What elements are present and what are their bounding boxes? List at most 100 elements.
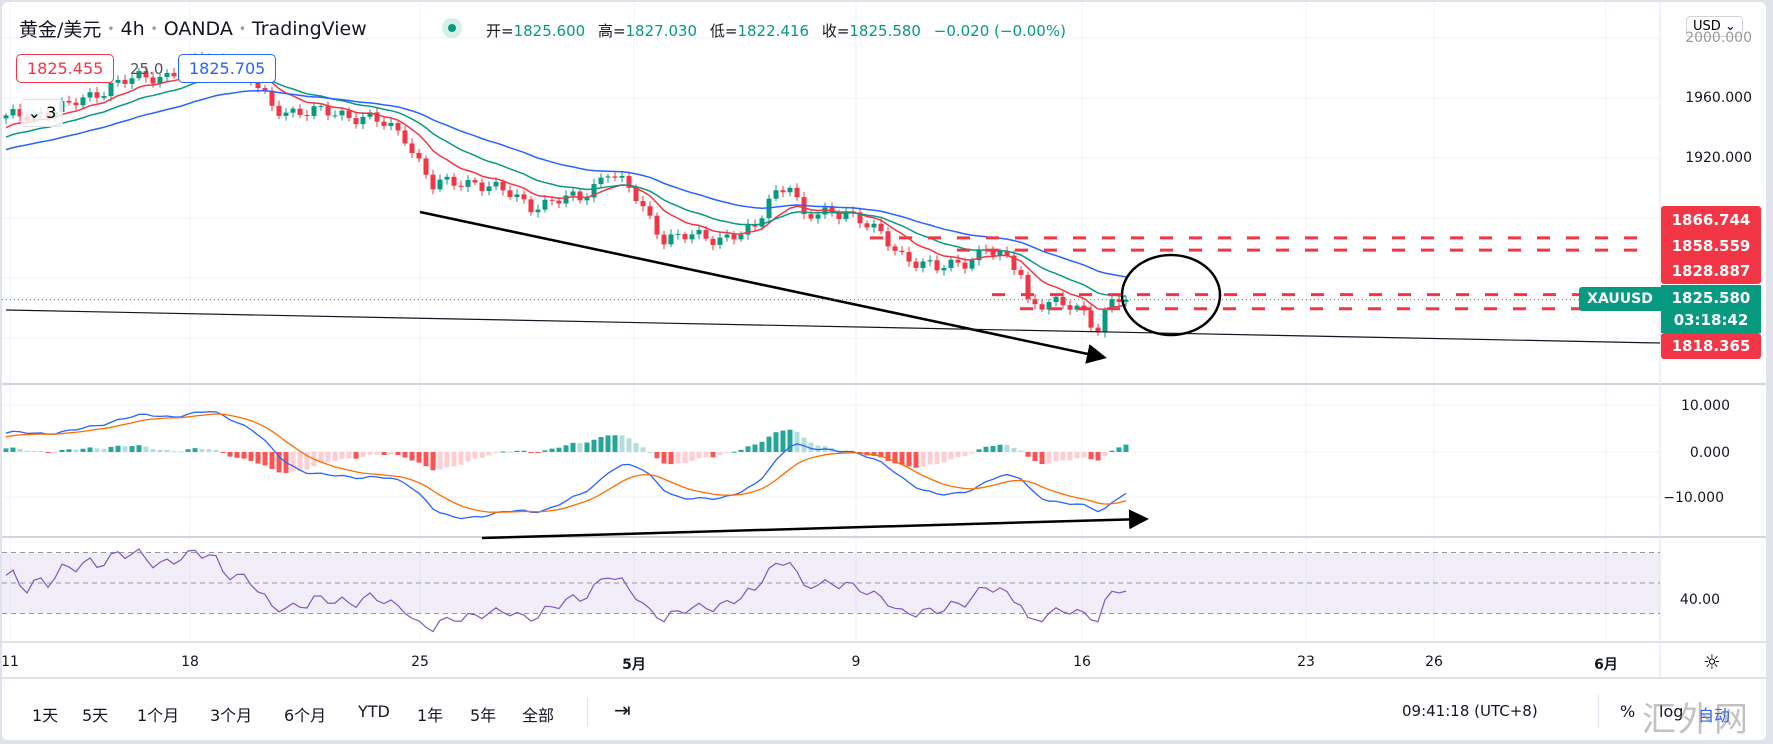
candle-body bbox=[857, 212, 863, 224]
macd-histogram-bar bbox=[1095, 452, 1101, 461]
macd-histogram-bar bbox=[164, 450, 170, 452]
candle bbox=[640, 196, 646, 212]
candle-body bbox=[381, 121, 387, 126]
level-label: 1818.365 bbox=[1661, 333, 1761, 359]
candle bbox=[906, 246, 912, 267]
macd-histogram-bar bbox=[766, 436, 772, 452]
level-label: 1828.887 bbox=[1671, 262, 1751, 280]
macd-histogram-bar bbox=[1109, 450, 1115, 452]
sell-button[interactable]: 1825.455 bbox=[16, 54, 115, 83]
candle-body bbox=[255, 80, 261, 89]
candle-body bbox=[3, 115, 9, 119]
candle-body bbox=[1018, 270, 1024, 275]
candle-body bbox=[311, 106, 317, 116]
candle-body bbox=[423, 158, 429, 175]
candle bbox=[1046, 298, 1052, 315]
candle-body bbox=[598, 177, 604, 185]
go-to-date-icon[interactable]: ⇥ bbox=[614, 698, 631, 722]
candle bbox=[17, 103, 23, 122]
change-value: −0.020 (−0.00%) bbox=[933, 22, 1066, 40]
candle-body bbox=[885, 231, 891, 247]
range-button[interactable]: 1个月 bbox=[137, 706, 180, 725]
macd-histogram-bar bbox=[388, 452, 394, 455]
macd-histogram-bar bbox=[675, 452, 681, 464]
range-button[interactable]: 3个月 bbox=[210, 706, 253, 725]
macd-histogram-bar bbox=[619, 435, 625, 452]
candle-body bbox=[66, 100, 72, 103]
candle-body bbox=[367, 112, 373, 117]
range-button[interactable]: 1年 bbox=[417, 706, 444, 725]
macd-histogram-bar bbox=[479, 452, 485, 458]
macd-tick: 0.000 bbox=[1689, 445, 1730, 461]
macd-histogram-bar bbox=[1011, 447, 1017, 452]
candle-body bbox=[73, 102, 79, 106]
settings-gear-icon[interactable]: ☼ bbox=[1703, 650, 1721, 674]
macd-histogram-bar bbox=[521, 450, 527, 452]
macd-histogram-bar bbox=[115, 445, 121, 452]
candle bbox=[500, 179, 506, 196]
candle bbox=[1032, 294, 1038, 310]
candle bbox=[829, 202, 835, 217]
candle-body bbox=[87, 92, 93, 98]
candle-body bbox=[332, 115, 338, 117]
percent-toggle[interactable]: % bbox=[1620, 702, 1636, 721]
auto-scale-toggle[interactable]: 自动 bbox=[1698, 706, 1731, 725]
candle-body bbox=[164, 72, 170, 77]
macd-histogram-bar bbox=[955, 452, 961, 457]
candle-body bbox=[479, 182, 485, 192]
macd-histogram-bar bbox=[745, 446, 751, 452]
macd-histogram-bar bbox=[297, 452, 303, 472]
candle bbox=[773, 185, 779, 202]
collapse-indicators-button[interactable]: ⌄ 3 bbox=[21, 99, 63, 127]
macd-histogram-bar bbox=[241, 452, 247, 459]
range-button[interactable]: 全部 bbox=[522, 706, 555, 725]
macd-histogram-bar bbox=[920, 452, 926, 467]
currency-button[interactable]: USD ⌄ bbox=[1686, 16, 1743, 37]
candle bbox=[899, 246, 905, 256]
range-button[interactable]: 5年 bbox=[470, 706, 497, 725]
macd-histogram-bar bbox=[423, 452, 429, 467]
range-button[interactable]: YTD bbox=[358, 702, 390, 721]
candle bbox=[360, 111, 366, 130]
candle-body bbox=[612, 176, 618, 178]
candle bbox=[10, 104, 16, 119]
low-value: 1822.416 bbox=[737, 22, 810, 40]
range-button[interactable]: 1天 bbox=[32, 706, 59, 725]
macd-histogram-bar bbox=[808, 442, 814, 452]
candle bbox=[395, 120, 401, 136]
candle bbox=[528, 196, 534, 216]
candle-body bbox=[1032, 299, 1038, 305]
range-button[interactable]: 6个月 bbox=[284, 706, 327, 725]
candle-body bbox=[1011, 255, 1017, 271]
log-toggle[interactable]: log bbox=[1659, 702, 1684, 721]
buy-button[interactable]: 1825.705 bbox=[178, 54, 277, 83]
macd-histogram-bar bbox=[703, 452, 709, 458]
candle bbox=[696, 224, 702, 240]
symbol-title[interactable]: 黄金/美元 • 4h • OANDA • TradingView bbox=[19, 15, 367, 42]
candle-body bbox=[1123, 299, 1129, 302]
macd-histogram-bar bbox=[696, 452, 702, 459]
clock: 09:41:18 (UTC+8) bbox=[1402, 702, 1538, 720]
macd-histogram-bar bbox=[73, 449, 79, 452]
candle bbox=[423, 155, 429, 179]
macd-histogram-bar bbox=[885, 452, 891, 461]
candle bbox=[353, 112, 359, 129]
candle-body bbox=[787, 187, 793, 193]
macd-histogram-bar bbox=[654, 452, 660, 459]
range-button[interactable]: 5天 bbox=[82, 706, 109, 725]
candle-body bbox=[759, 218, 765, 227]
candle-body bbox=[17, 109, 23, 117]
macd-histogram-bar bbox=[1032, 452, 1038, 462]
macd-histogram-bar bbox=[360, 452, 366, 458]
candle bbox=[87, 88, 93, 102]
macd-histogram-bar bbox=[52, 452, 58, 453]
macd-histogram-bar bbox=[913, 452, 919, 468]
candle bbox=[612, 171, 618, 182]
macd-histogram-bar bbox=[80, 448, 86, 452]
candle bbox=[101, 91, 107, 101]
macd-histogram-bar bbox=[87, 447, 93, 452]
macd-histogram-bar bbox=[1123, 444, 1129, 452]
macd-histogram-bar bbox=[94, 448, 100, 452]
